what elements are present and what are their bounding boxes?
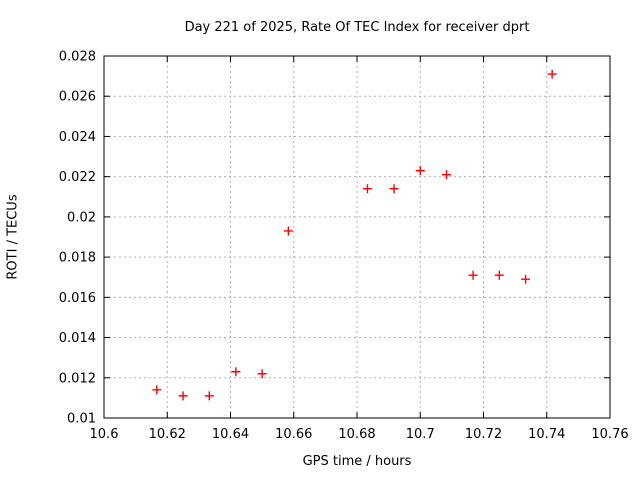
- data-point-marker: [178, 391, 188, 401]
- data-point-marker: [362, 184, 372, 194]
- data-point-marker: [521, 274, 531, 284]
- x-tick-label: 10.68: [338, 427, 375, 442]
- x-tick-label: 10.74: [528, 427, 565, 442]
- data-point-marker: [152, 385, 162, 395]
- y-tick-label: 0.01: [67, 412, 96, 427]
- y-tick-label: 0.028: [59, 50, 96, 65]
- data-point-marker: [283, 226, 293, 236]
- data-point-marker: [468, 270, 478, 280]
- data-point-marker: [494, 270, 504, 280]
- x-tick-label: 10.6: [90, 427, 119, 442]
- data-point-marker: [257, 369, 267, 379]
- x-tick-label: 10.72: [465, 427, 502, 442]
- chart-title: Day 221 of 2025, Rate Of TEC Index for r…: [184, 20, 530, 35]
- data-point-marker: [415, 166, 425, 176]
- data-point-marker: [389, 184, 399, 194]
- y-tick-label: 0.022: [59, 170, 96, 185]
- y-tick-label: 0.016: [59, 291, 96, 306]
- data-point-marker: [231, 367, 241, 377]
- x-tick-label: 10.66: [275, 427, 312, 442]
- x-tick-label: 10.7: [406, 427, 435, 442]
- y-tick-label: 0.014: [59, 331, 96, 346]
- data-point-marker: [204, 391, 214, 401]
- x-tick-label: 10.76: [591, 427, 628, 442]
- x-tick-label: 10.64: [212, 427, 249, 442]
- y-tick-label: 0.018: [59, 251, 96, 266]
- y-tick-label: 0.024: [59, 130, 96, 145]
- y-tick-label: 0.026: [59, 90, 96, 105]
- y-tick-label: 0.02: [67, 210, 96, 225]
- y-tick-label: 0.012: [59, 371, 96, 386]
- data-point-marker: [441, 170, 451, 180]
- x-axis-label: GPS time / hours: [302, 454, 412, 469]
- data-point-marker: [547, 69, 557, 79]
- x-tick-label: 10.62: [149, 427, 186, 442]
